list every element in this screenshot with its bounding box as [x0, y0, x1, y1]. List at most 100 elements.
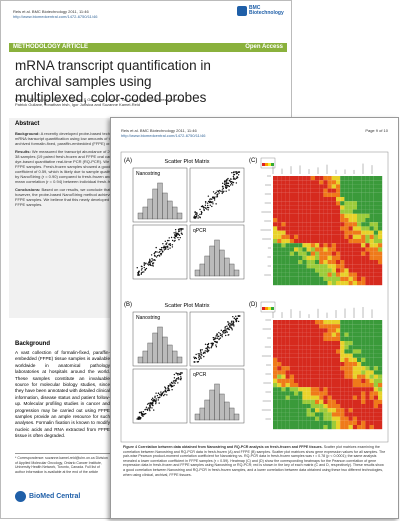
heatmap-cell	[277, 243, 282, 248]
scatter-point	[221, 192, 223, 195]
heatmap-cell	[306, 276, 311, 281]
heatmap-cell	[277, 205, 282, 210]
heatmap-cell	[365, 264, 370, 269]
heatmap-cell	[373, 230, 378, 235]
heatmap-cell	[327, 272, 332, 277]
scatter-point	[173, 380, 175, 382]
scatter-point	[207, 206, 210, 209]
scatter-point	[153, 252, 155, 255]
scatter-point	[204, 352, 206, 354]
heatmap-cell	[315, 374, 320, 379]
heatmap-cell	[306, 324, 311, 329]
heatmap-cell	[336, 176, 341, 181]
scatter-point	[224, 331, 227, 334]
heatmap-cell	[306, 345, 311, 350]
heatmap-cell	[331, 387, 336, 392]
scatter-point	[138, 274, 140, 276]
heatmap-cell	[306, 320, 311, 325]
heatmap-cell	[344, 408, 349, 413]
heatmap-cell	[365, 353, 370, 358]
heatmap-cell	[319, 362, 324, 367]
heatmap-cell	[361, 205, 366, 210]
heatmap-cell	[289, 272, 294, 277]
heatmap-cell	[306, 404, 311, 409]
scatter-point	[174, 234, 176, 237]
scatter-point	[203, 209, 205, 212]
heatmap-cell	[365, 332, 370, 337]
heatmap-cell	[340, 378, 345, 383]
heatmap-cell	[327, 268, 332, 273]
scatter-point	[153, 409, 155, 411]
heatmap-cell	[298, 176, 303, 181]
heatmap-cell	[369, 349, 374, 354]
heatmap-cell	[327, 399, 332, 404]
heatmap-cell	[373, 345, 378, 350]
heatmap-cell	[352, 176, 357, 181]
heatmap-cell	[327, 345, 332, 350]
heatmap-cell	[319, 378, 324, 383]
heatmap-cell	[327, 320, 332, 325]
heatmap-cell	[289, 416, 294, 421]
heatmap-cell	[340, 255, 345, 260]
heatmap-cell	[315, 362, 320, 367]
heatmap-cell	[365, 260, 370, 265]
scatter-point	[180, 232, 183, 234]
heatmap-cell	[294, 209, 299, 214]
heatmap-cell	[348, 378, 353, 383]
heatmap-cell	[310, 230, 315, 235]
heatmap-cell	[327, 412, 332, 417]
heatmap-cell	[331, 243, 336, 248]
heatmap-cell	[306, 255, 311, 260]
scatter-point	[207, 345, 209, 348]
heatmap-cell	[285, 180, 290, 185]
heatmap-cell	[369, 370, 374, 375]
heatmap-cell	[273, 420, 278, 425]
heatmap-cell	[348, 209, 353, 214]
heatmap-cell	[344, 341, 349, 346]
heatmap-cell	[285, 188, 290, 193]
scatter-point	[151, 404, 153, 406]
scatter-point	[154, 251, 156, 254]
heatmap-cell	[357, 205, 362, 210]
heatmap-cell	[323, 281, 328, 286]
scatter-point	[151, 398, 153, 401]
heatmap-cell	[340, 383, 345, 388]
heatmap-cell	[336, 378, 341, 383]
scatter-point	[143, 264, 146, 267]
scatter-point	[200, 353, 202, 356]
heatmap-cell	[344, 222, 349, 227]
heatmap-cell	[302, 341, 307, 346]
scatter-point	[230, 323, 232, 326]
heatmap-cell	[289, 264, 294, 269]
heatmap-cell	[285, 399, 290, 404]
heatmap-cell	[281, 230, 286, 235]
scatter-point	[204, 350, 206, 352]
heatmap-cell	[319, 383, 324, 388]
heatmap-cell	[281, 341, 286, 346]
scatter-point	[149, 261, 151, 264]
heatmap-cell	[331, 408, 336, 413]
heatmap-cell	[340, 209, 345, 214]
heatmap-cell	[315, 184, 320, 189]
heatmap-cell	[315, 255, 320, 260]
heatmap-cell	[298, 209, 303, 214]
heatmap-cell	[327, 239, 332, 244]
heatmap-cell	[340, 374, 345, 379]
heatmap-cell	[298, 336, 303, 341]
heatmap-cell	[281, 378, 286, 383]
heatmap-cell	[336, 230, 341, 235]
scatter-point	[177, 378, 180, 380]
scatter-point	[212, 339, 215, 341]
heatmap-cell	[365, 345, 370, 350]
scatter-point	[235, 171, 238, 173]
heatmap-cell	[298, 239, 303, 244]
heatmap-cell	[294, 370, 299, 375]
heatmap-cell	[344, 324, 349, 329]
scatter-point	[219, 332, 221, 335]
scatter-point	[221, 189, 224, 191]
heatmap-cell	[340, 336, 345, 341]
heatmap-cell	[352, 213, 357, 218]
heatmap-cell	[298, 387, 303, 392]
heatmap-cell	[331, 391, 336, 396]
heatmap-cell	[289, 239, 294, 244]
